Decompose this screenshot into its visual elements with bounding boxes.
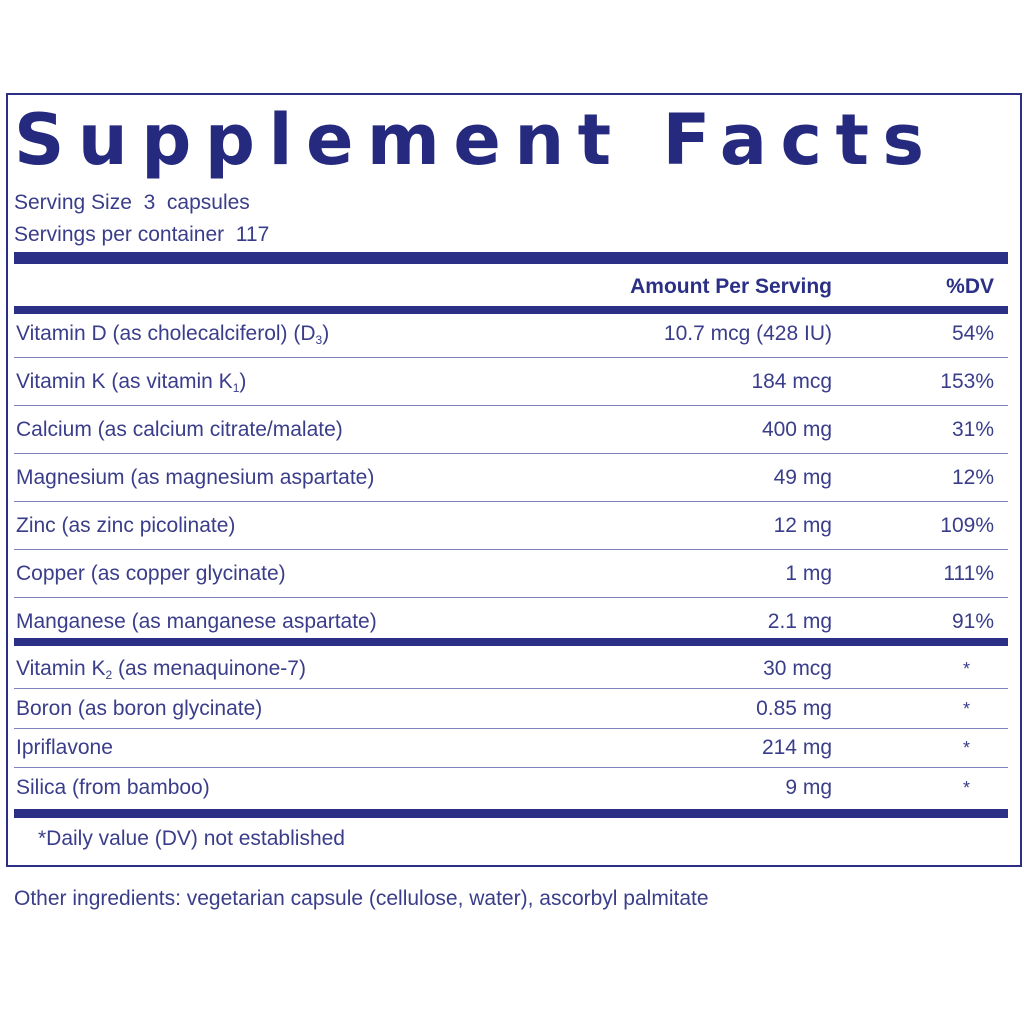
nutrient-name: Copper (as copper glycinate): [16, 562, 286, 585]
row-divider: [14, 357, 1008, 358]
nutrient-amount: 400 mg: [761, 418, 832, 441]
row-divider: [14, 549, 1008, 550]
nutrient-amount: 12 mg: [773, 514, 832, 537]
nutrient-dv: 111%: [943, 562, 994, 585]
nutrient-amount: 2.1 mg: [767, 610, 832, 633]
thick-divider-middle: [14, 638, 1008, 646]
nutrient-amount: 214 mg: [761, 736, 832, 759]
nutrient-name: Silica (from bamboo): [16, 775, 210, 799]
row-divider: [14, 405, 1008, 406]
nutrient-dv: *: [962, 738, 970, 758]
nutrient-name: Magnesium (as magnesium aspartate): [16, 466, 375, 489]
serving-size-unit: capsules: [166, 191, 250, 214]
column-header-dv: %DV: [946, 275, 994, 298]
nutrient-name: Zinc (as zinc picolinate): [16, 514, 236, 537]
nutrient-amount: 0.85 mg: [756, 696, 832, 720]
nutrient-amount: 10.7 mcg (428 IU): [663, 322, 832, 345]
thick-divider-header: [14, 306, 1008, 314]
nutrient-name: Vitamin K (as vitamin K1): [16, 370, 247, 395]
row-divider: [14, 688, 1008, 689]
thick-divider-bottom: [14, 809, 1008, 818]
nutrient-dv: 54%: [951, 322, 994, 345]
nutrient-dv: 91%: [951, 610, 994, 633]
column-header-amount: Amount Per Serving: [630, 275, 832, 298]
nutrient-row: Copper (as copper glycinate) 1 mg 111%: [14, 559, 994, 589]
row-divider: [14, 597, 1008, 598]
nutrient-dv: *: [962, 698, 970, 719]
nutrient-amount: 9 mg: [785, 775, 832, 799]
servings-per-container-label: Servings per container: [14, 223, 225, 246]
row-divider: [14, 453, 1008, 454]
facts-panel-border: [6, 93, 1022, 867]
nutrient-row: Ipriflavone 214 mg *: [14, 733, 994, 763]
nutrient-row: Calcium (as calcium citrate/malate) 400 m…: [14, 415, 994, 445]
nutrient-dv: 153%: [940, 370, 994, 393]
nutrient-name: Calcium (as calcium citrate/malate): [16, 418, 343, 441]
servings-per-container-value: 117: [235, 223, 270, 246]
row-divider: [14, 727, 1008, 729]
serving-size-line: Serving Size 3 capsules: [14, 190, 250, 216]
nutrient-row: Zinc (as zinc picolinate) 12 mg 109%: [14, 511, 994, 541]
servings-per-container-line: Servings per container 117: [14, 222, 269, 248]
footnote-dv-not-established: *Daily value (DV) not established: [38, 827, 345, 850]
nutrient-dv: 31%: [951, 418, 994, 441]
nutrient-name: Vitamin K2 (as menaquinone-7): [16, 657, 306, 682]
nutrient-dv: 109%: [940, 514, 994, 537]
page-title: Supplement Facts: [14, 99, 938, 181]
nutrient-amount: 1 mg: [785, 562, 832, 585]
nutrient-dv: *: [962, 777, 970, 798]
row-divider: [14, 767, 1008, 768]
nutrient-amount: 30 mcg: [763, 657, 832, 680]
nutrient-dv: *: [962, 659, 970, 679]
nutrient-row: Vitamin K2 (as menaquinone-7) 30 mcg *: [14, 654, 994, 684]
nutrient-row: Silica (from bamboo) 9 mg *: [14, 773, 994, 803]
row-divider: [14, 501, 1008, 502]
thick-divider-top: [14, 252, 1008, 264]
nutrient-amount: 49 mg: [773, 466, 832, 489]
serving-size-label: Serving Size: [14, 191, 132, 214]
nutrient-name: Manganese (as manganese aspartate): [16, 610, 377, 633]
other-ingredients: Other ingredients: vegetarian capsule (c…: [14, 887, 709, 910]
nutrient-row: Vitamin D (as cholecalciferol) (D3) 10.7 …: [14, 319, 994, 349]
nutrient-row: Boron (as boron glycinate) 0.85 mg *: [14, 694, 994, 724]
nutrient-name: Ipriflavone: [16, 736, 113, 759]
nutrient-row: Magnesium (as magnesium aspartate) 49 mg 1…: [14, 463, 994, 493]
serving-size-value: 3: [143, 191, 156, 214]
nutrient-row: Vitamin K (as vitamin K1) 184 mcg 153%: [14, 367, 994, 397]
nutrient-amount: 184 mcg: [751, 370, 832, 393]
nutrient-name: Boron (as boron glycinate): [16, 696, 263, 720]
nutrient-row: Manganese (as manganese aspartate) 2.1 mg…: [14, 607, 994, 637]
nutrient-dv: 12%: [951, 466, 994, 489]
nutrient-name: Vitamin D (as cholecalciferol) (D3): [16, 322, 330, 347]
